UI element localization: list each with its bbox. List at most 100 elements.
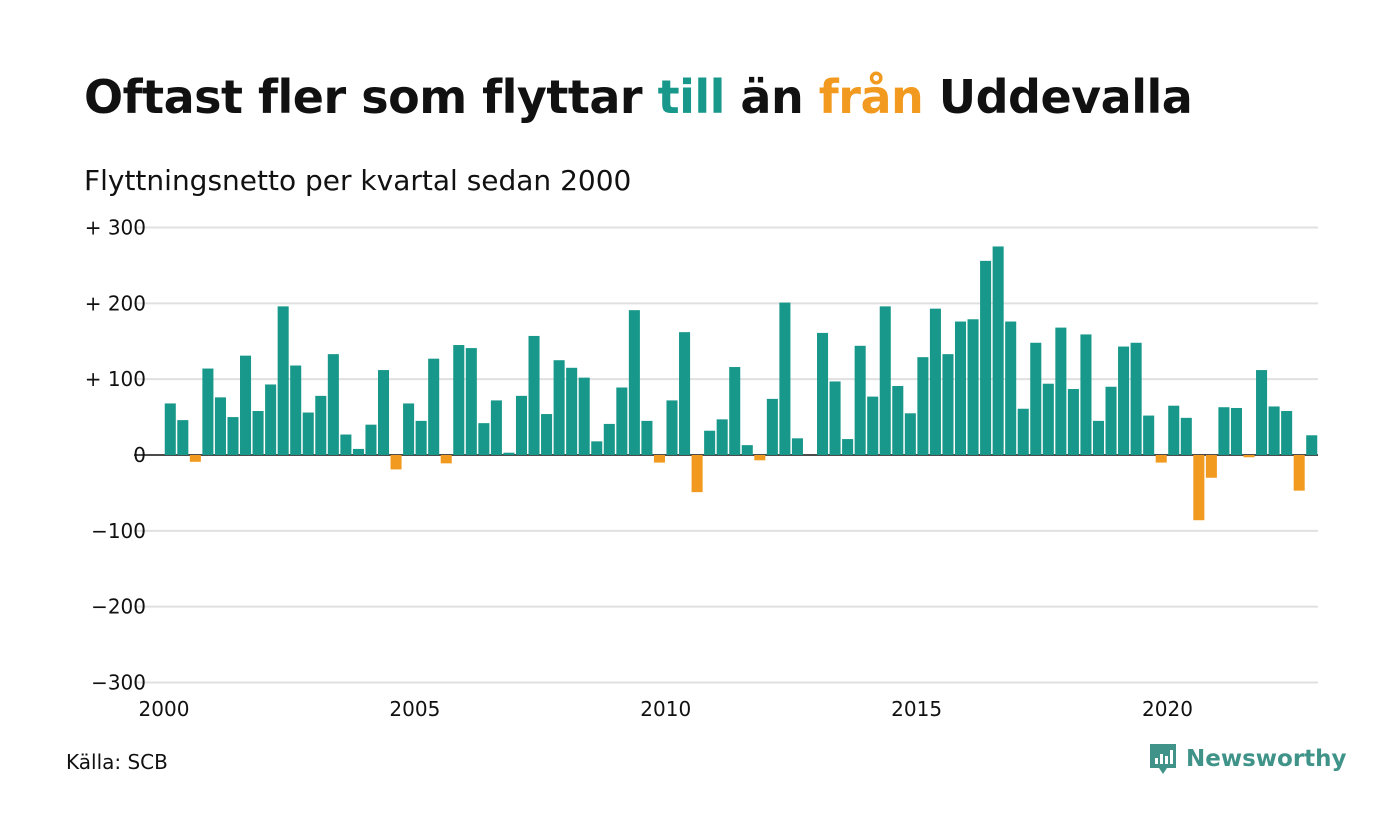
- bar-q2: [177, 420, 189, 455]
- bar-q55: [842, 439, 854, 455]
- bar-q37: [616, 387, 628, 455]
- bar-q91: [1293, 455, 1305, 491]
- bar-q29: [515, 395, 528, 455]
- y-tick-label: 0: [133, 443, 146, 467]
- y-tick-label: −300: [91, 671, 146, 695]
- bar-q64: [954, 321, 967, 455]
- bar-q26: [478, 423, 490, 455]
- y-tick-label: −100: [91, 519, 146, 543]
- bar-q88: [1256, 370, 1268, 455]
- bar-q5: [214, 397, 226, 455]
- bar-q10: [277, 306, 289, 455]
- bar-q90: [1281, 411, 1293, 455]
- bar-q19: [390, 455, 402, 470]
- bar-q73: [1067, 389, 1079, 455]
- bar-q70: [1030, 342, 1042, 455]
- x-tick-label: 2000: [139, 697, 190, 721]
- bar-q89: [1268, 406, 1280, 455]
- bar-q28: [503, 452, 515, 455]
- bar-q58: [879, 306, 891, 455]
- bar-q50: [779, 302, 791, 455]
- title-part-1: Oftast fler som flyttar: [84, 70, 658, 124]
- bar-q47: [741, 445, 753, 455]
- bar-q82: [1180, 417, 1192, 455]
- bar-q25: [465, 348, 477, 455]
- bar-q3: [189, 455, 201, 462]
- bar-q23: [440, 455, 452, 464]
- bar-q20: [403, 403, 415, 455]
- bar-q4: [202, 368, 214, 455]
- title-till-word: till: [657, 70, 726, 124]
- bar-q63: [942, 354, 954, 455]
- bar-q8: [252, 411, 264, 455]
- bar-q56: [854, 345, 866, 455]
- bar-q45: [716, 419, 728, 455]
- bar-q71: [1042, 383, 1054, 455]
- x-tick-label: 2010: [640, 697, 691, 721]
- bar-q78: [1130, 342, 1142, 455]
- bar-q18: [377, 370, 390, 455]
- bar-q48: [754, 455, 766, 461]
- bar-q81: [1168, 405, 1180, 455]
- brand-logo: Newsworthy: [1148, 742, 1347, 776]
- bar-q42: [679, 332, 691, 455]
- y-tick-label: + 200: [85, 291, 146, 315]
- bar-q86: [1230, 407, 1242, 455]
- bar-q79: [1143, 415, 1155, 455]
- bar-q16: [352, 448, 364, 455]
- bar-q61: [917, 357, 929, 455]
- bar-q54: [829, 381, 841, 455]
- bar-q62: [929, 308, 941, 455]
- chart-subtitle: Flyttningsnetto per kvartal sedan 2000: [84, 164, 632, 197]
- x-tick-label: 2015: [891, 697, 942, 721]
- bar-q36: [603, 423, 615, 455]
- bar-q51: [791, 438, 803, 455]
- bar-q77: [1118, 346, 1130, 455]
- bar-q22: [428, 358, 440, 455]
- bar-q38: [628, 310, 640, 455]
- x-tick-label: 2020: [1142, 697, 1193, 721]
- title-part-5: Uddevalla: [923, 70, 1193, 124]
- bar-q40: [653, 455, 665, 463]
- bar-q87: [1243, 455, 1255, 458]
- bar-q57: [867, 396, 879, 455]
- bar-q34: [578, 377, 590, 455]
- bar-q9: [265, 384, 277, 455]
- bar-q85: [1218, 407, 1230, 455]
- source-note: Källa: SCB: [66, 750, 168, 774]
- bar-q41: [666, 400, 678, 455]
- bar-q80: [1155, 455, 1167, 463]
- bar-q13: [315, 395, 327, 455]
- bar-q6: [227, 417, 239, 455]
- bar-q30: [528, 335, 540, 455]
- brand-name: Newsworthy: [1186, 746, 1347, 772]
- bar-q67: [992, 246, 1004, 455]
- bar-q66: [980, 260, 992, 455]
- bar-q53: [817, 332, 829, 455]
- bar-q24: [453, 345, 465, 455]
- x-tick-label: 2005: [389, 697, 440, 721]
- bar-q39: [641, 420, 653, 455]
- bar-q83: [1193, 455, 1205, 521]
- bar-q68: [1005, 321, 1017, 455]
- bar-q33: [566, 367, 578, 455]
- bar-q43: [691, 455, 703, 493]
- bar-q15: [340, 434, 352, 455]
- newsworthy-logo-icon: [1150, 744, 1176, 774]
- bar-q17: [365, 424, 377, 455]
- bar-q74: [1080, 334, 1092, 455]
- y-tick-label: + 300: [85, 216, 146, 240]
- bar-q35: [591, 441, 603, 455]
- bar-q46: [729, 367, 741, 455]
- bar-q27: [490, 400, 502, 455]
- bar-q31: [541, 414, 553, 455]
- bar-q69: [1017, 408, 1029, 455]
- bar-q12: [302, 412, 314, 455]
- bar-q14: [327, 354, 339, 455]
- bar-q32: [553, 360, 565, 455]
- bar-q65: [967, 319, 979, 455]
- bar-q60: [904, 413, 916, 455]
- bar-q75: [1092, 420, 1105, 455]
- bar-q76: [1105, 386, 1117, 455]
